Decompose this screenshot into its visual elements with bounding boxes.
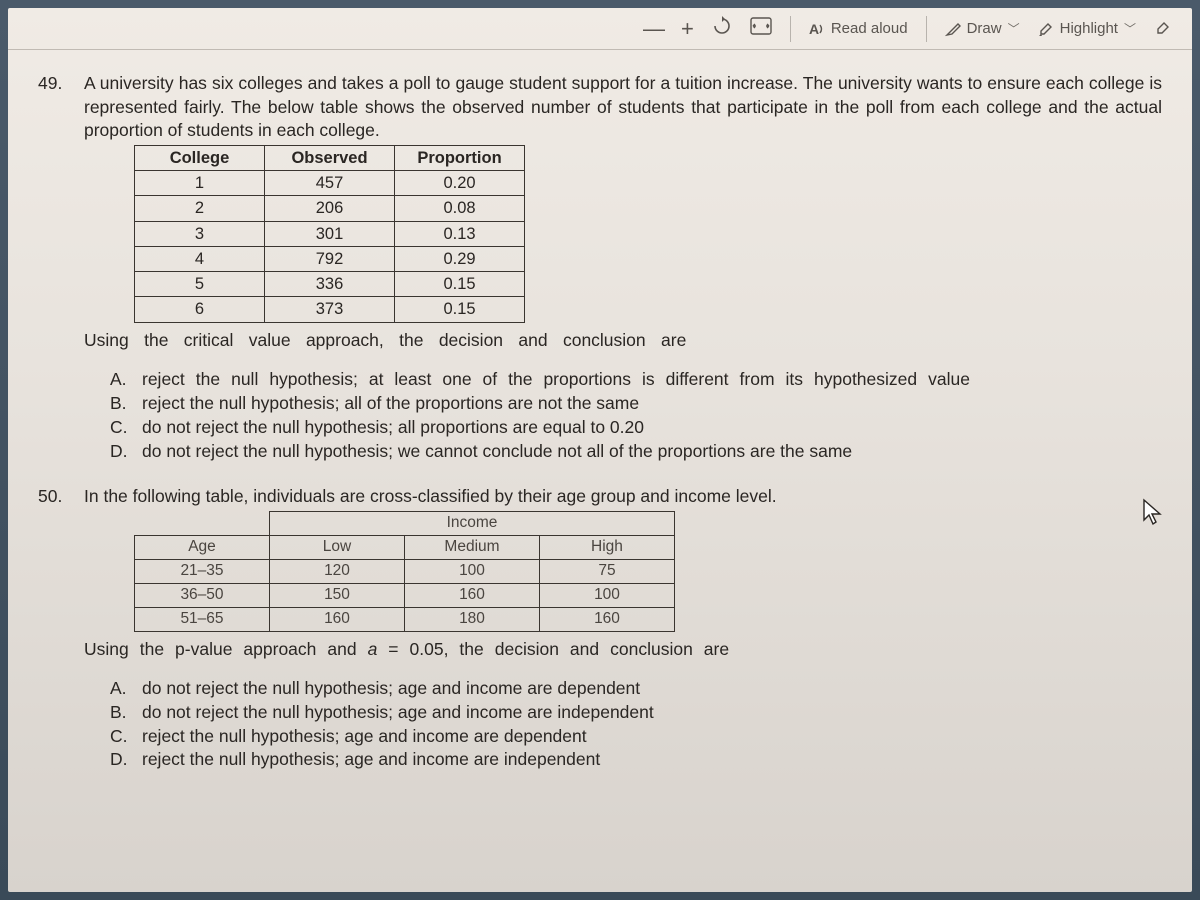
col-header: Observed [265,145,395,170]
question-text: A university has six colleges and takes … [84,72,1162,143]
cell: 373 [265,297,395,322]
cell: 3 [135,221,265,246]
draw-label: Draw [967,20,1002,37]
col-header: High [540,535,675,559]
choice-text: do not reject the null hypothesis; we ca… [142,440,1162,463]
cell: 180 [405,607,540,631]
cell: 0.15 [395,272,525,297]
rotate-icon[interactable] [712,16,732,41]
income-table: Income Age Low Medium High 21–3512010075… [134,511,675,632]
choice-text: reject the null hypothesis; age and inco… [142,748,1162,771]
cell: 36–50 [135,583,270,607]
draw-button[interactable]: Draw ﹀ [945,20,1020,37]
college-table: College Observed Proportion 14570.20 220… [134,145,525,323]
cell: 1 [135,171,265,196]
answer-choices: A. do not reject the null hypothesis; age… [110,677,1162,771]
choice-letter: D. [110,748,132,771]
cell: 21–35 [135,559,270,583]
svg-text:A: A [809,21,819,37]
choice-letter: D. [110,440,132,463]
cell: 5 [135,272,265,297]
col-header: Low [270,535,405,559]
question-number: 49. [38,72,70,463]
cell: 0.29 [395,246,525,271]
cell: 0.15 [395,297,525,322]
cell: 100 [540,583,675,607]
question-text: In the following table, individuals are … [84,485,1162,509]
choice-text: reject the null hypothesis; all of the p… [142,392,1162,415]
col-header: Proportion [395,145,525,170]
cell: 0.08 [395,196,525,221]
cell: 301 [265,221,395,246]
choice-text: do not reject the null hypothesis; age a… [142,701,1162,724]
fit-page-icon[interactable] [750,17,772,40]
highlight-icon [1038,21,1054,37]
cell: 51–65 [135,607,270,631]
cell: 0.20 [395,171,525,196]
question-number: 50. [38,485,70,772]
col-header: College [135,145,265,170]
col-header: Age [135,535,270,559]
choice-text: do not reject the null hypothesis; age a… [142,677,1162,700]
top-header: Income [270,511,675,535]
cell: 6 [135,297,265,322]
cell: 160 [405,583,540,607]
choice-letter: B. [110,701,132,724]
pdf-toolbar: — + A Read aloud Draw ﹀ Highlight [8,8,1192,50]
col-header: Medium [405,535,540,559]
choice-letter: A. [110,368,132,391]
cell: 206 [265,196,395,221]
cell: 160 [540,607,675,631]
zoom-out-icon[interactable]: — [643,16,663,42]
cell: 336 [265,272,395,297]
choice-letter: B. [110,392,132,415]
read-aloud-button[interactable]: A Read aloud [809,20,908,37]
choice-text: reject the null hypothesis; age and inco… [142,725,1162,748]
choice-letter: C. [110,416,132,439]
cell: 457 [265,171,395,196]
cell: 160 [270,607,405,631]
cursor-icon [1142,498,1164,531]
erase-icon[interactable] [1154,17,1172,40]
cell: 150 [270,583,405,607]
question-50: 50. In the following table, individuals … [38,485,1162,772]
choice-letter: A. [110,677,132,700]
highlight-label: Highlight [1060,20,1118,37]
chevron-down-icon: ﹀ [1008,20,1020,37]
read-aloud-icon: A [809,21,825,37]
choice-text: reject the null hypothesis; at least one… [142,368,1162,391]
choice-text: do not reject the null hypothesis; all p… [142,416,1162,439]
question-prompt: Using the p-value approach and a = 0.05,… [84,638,1162,662]
read-aloud-label: Read aloud [831,20,908,37]
highlight-button[interactable]: Highlight ﹀ [1038,20,1136,37]
chevron-down-icon: ﹀ [1124,20,1136,37]
cell: 75 [540,559,675,583]
cell: 792 [265,246,395,271]
cell: 100 [405,559,540,583]
question-49: 49. A university has six colleges and ta… [38,72,1162,463]
zoom-in-icon[interactable]: + [681,16,694,42]
cell: 4 [135,246,265,271]
draw-icon [945,21,961,37]
question-prompt: Using the critical value approach, the d… [84,329,1162,353]
cell: 0.13 [395,221,525,246]
choice-letter: C. [110,725,132,748]
answer-choices: A. reject the null hypothesis; at least o… [110,368,1162,462]
document-content: 49. A university has six colleges and ta… [8,50,1192,814]
cell: 2 [135,196,265,221]
cell: 120 [270,559,405,583]
